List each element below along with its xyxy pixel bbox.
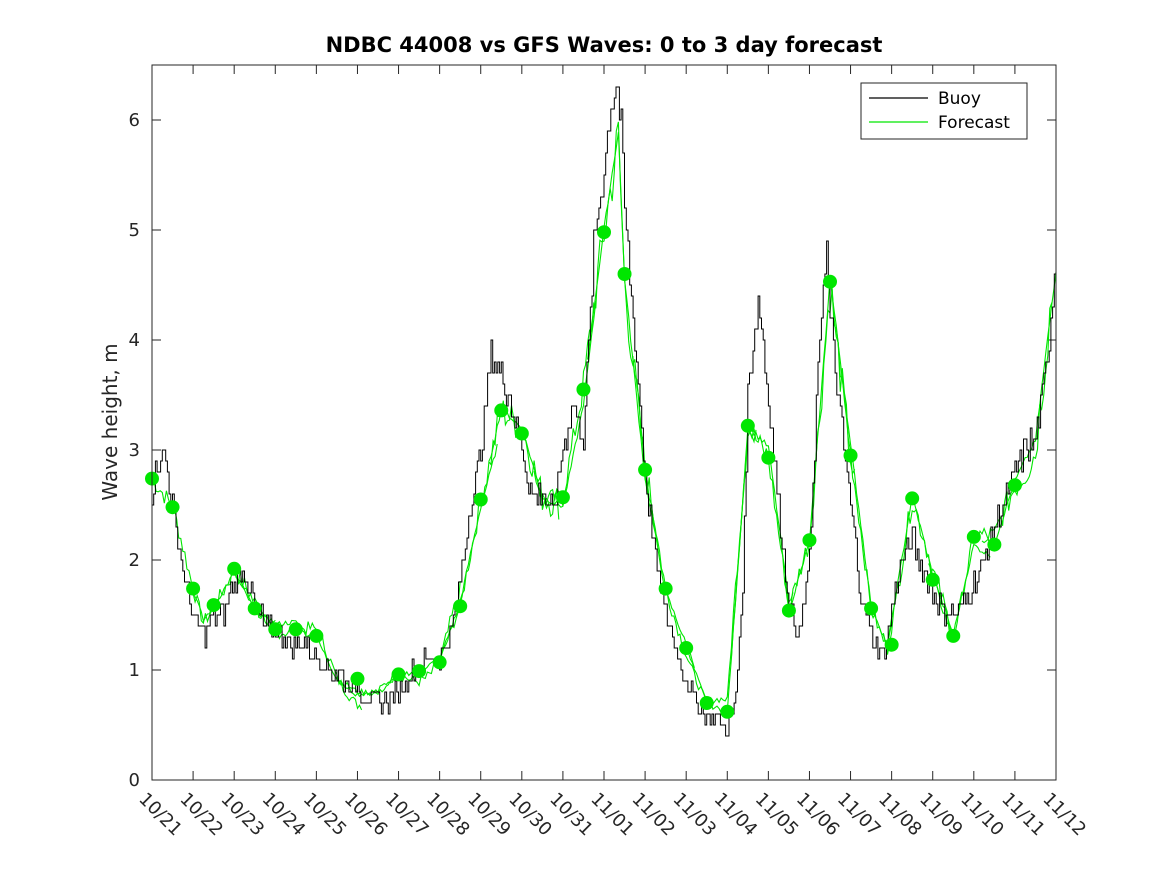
forecast-marker (843, 448, 858, 463)
forecast-marker (247, 601, 262, 616)
forecast-marker (391, 667, 406, 682)
forecast-marker (966, 529, 981, 544)
plot-frame (151, 64, 1057, 781)
forecast-marker (699, 696, 714, 710)
forecast-marker (268, 622, 283, 637)
forecast-marker (350, 671, 365, 686)
forecast-marker (227, 561, 242, 576)
forecast-marker (1007, 478, 1022, 493)
forecast-marker (802, 533, 817, 548)
forecast-marker (617, 267, 632, 281)
legend-forecast-label: Forecast (938, 113, 1010, 133)
legend-box (860, 82, 1028, 140)
forecast-marker (412, 664, 427, 679)
forecast-marker (823, 274, 837, 289)
forecast-marker (473, 492, 488, 507)
legend-buoy-label: Buoy (938, 89, 981, 109)
forecast-marker (658, 581, 673, 596)
forecast-marker (946, 628, 961, 643)
y-axis-label: Wave height, m (98, 343, 122, 500)
legend: Buoy Forecast (860, 82, 1028, 140)
forecast-marker (864, 601, 879, 616)
forecast-marker (597, 225, 611, 240)
y-tick-labels: 0 1 2 3 4 5 6 (129, 110, 140, 791)
y-tick-label: 3 (129, 440, 140, 461)
y-tick-label: 4 (129, 330, 140, 351)
forecast-marker (987, 537, 1002, 552)
forecast-marker (720, 704, 735, 719)
axis-ticks (151, 65, 1057, 781)
forecast-run-line (632, 356, 757, 706)
plot-area (152, 65, 1056, 780)
forecast-marker (925, 572, 940, 587)
series-layer (145, 86, 1057, 737)
forecast-marker (432, 655, 447, 670)
y-tick-label: 5 (129, 220, 140, 241)
y-tick-label: 0 (129, 770, 140, 791)
forecast-marker (761, 450, 776, 465)
chart-title: NDBC 44008 vs GFS Waves: 0 to 3 day fore… (326, 33, 883, 57)
forecast-run-line (685, 428, 794, 715)
y-tick-label: 6 (129, 110, 140, 131)
forecast-marker (905, 491, 920, 506)
forecast-marker (679, 641, 694, 655)
forecast-marker (288, 622, 303, 637)
forecast-run-line (730, 289, 856, 658)
forecast-run-line (587, 132, 695, 669)
forecast-run-line (435, 400, 560, 665)
forecast-marker (884, 637, 899, 652)
forecast-marker (186, 581, 201, 596)
forecast-marker (309, 628, 324, 643)
forecast-marker (555, 490, 570, 505)
forecast-marker (206, 598, 221, 613)
y-tick-label: 1 (129, 660, 140, 681)
forecast-marker (740, 418, 755, 433)
forecast-marker (781, 603, 796, 618)
y-tick-label: 2 (129, 550, 140, 571)
forecast-marker (165, 500, 180, 515)
forecast-marker (453, 599, 468, 614)
buoy-line (152, 86, 1057, 737)
forecast-marker (576, 382, 591, 397)
forecast-marker (638, 462, 653, 477)
forecast-marker (514, 426, 529, 441)
forecast-marker (494, 403, 509, 418)
